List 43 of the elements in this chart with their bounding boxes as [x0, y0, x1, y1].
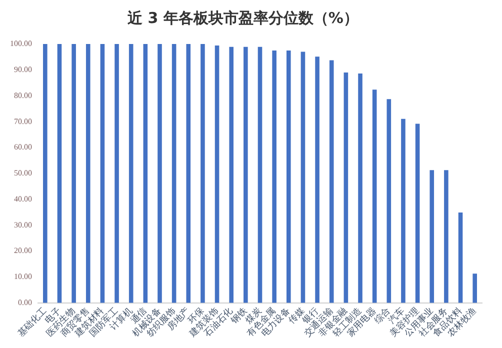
bar [43, 44, 48, 303]
bar [415, 124, 420, 303]
bar [214, 46, 220, 303]
bar [458, 212, 463, 303]
y-tick-label: 80.00 [14, 90, 32, 100]
bar [386, 99, 392, 303]
y-tick-label: 20.00 [14, 246, 32, 256]
bar [57, 44, 62, 303]
bar [430, 170, 434, 303]
bar [186, 44, 191, 303]
bar [401, 118, 406, 303]
bar [329, 60, 334, 303]
bar [472, 274, 477, 303]
y-tick-label: 90.00 [14, 64, 32, 74]
y-tick-label: 60.00 [14, 142, 32, 152]
y-tick-label: 70.00 [14, 116, 32, 126]
bar [100, 44, 105, 303]
bar [143, 44, 148, 303]
bar [86, 44, 90, 303]
bar [244, 46, 248, 303]
bar [158, 44, 162, 303]
y-tick-label: 40.00 [14, 194, 32, 204]
y-tick-label: 30.00 [14, 220, 32, 230]
bar [344, 72, 348, 303]
bar [286, 50, 291, 303]
bar [272, 50, 276, 303]
y-tick-label: 10.00 [14, 272, 32, 282]
y-tick-label: 0.00 [18, 298, 32, 307]
bar [172, 44, 176, 303]
bar [372, 90, 377, 303]
y-tick-label: 100.00 [10, 39, 32, 48]
bar [229, 46, 234, 303]
y-tick-label: 50.00 [14, 168, 32, 178]
bar [358, 74, 362, 303]
bar [114, 44, 119, 303]
bar [300, 52, 306, 303]
bar [315, 56, 320, 303]
bar [200, 44, 205, 303]
bar [72, 44, 76, 303]
chart-title: 近 3 年各板块市盈率分位数（%） [126, 8, 358, 27]
bar [128, 44, 134, 303]
bar [258, 46, 262, 303]
bar [444, 170, 448, 303]
